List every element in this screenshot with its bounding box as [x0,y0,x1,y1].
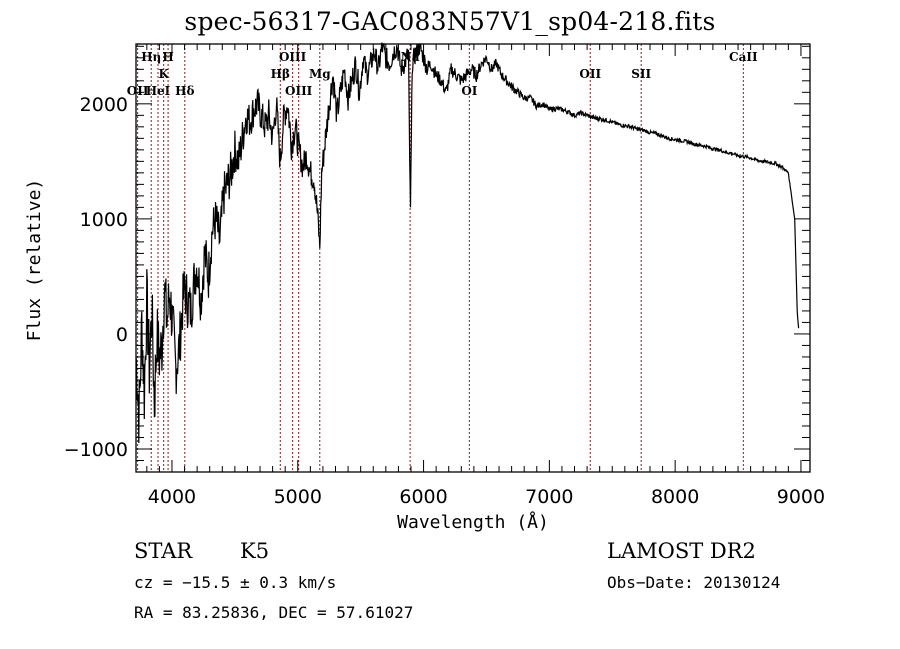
line-marker-label: HeI [146,84,171,98]
x-tick-label: 7000 [525,486,573,508]
x-tick-label: 9000 [777,486,825,508]
line-marker-label: OI [461,84,477,98]
axis-ticks [136,44,810,472]
spectrum-series [135,41,800,444]
obs-date: Obs−Date: 20130124 [607,573,781,592]
y-tick-label: 2000 [80,94,128,116]
x-tick-label: 5000 [274,486,322,508]
y-tick-label: −1000 [64,439,128,461]
line-marker-label: OIII [279,50,307,64]
line-marker-label: OII [579,67,601,81]
redshift-text: cz = −15.5 ± 0.3 km/s [134,573,337,592]
line-marker-label: SII [631,67,651,81]
y-tick-label: 1000 [80,209,128,231]
line-marker-label: Hη [141,50,161,64]
object-class-value: STAR [134,539,193,563]
y-tick-label: 0 [116,324,128,346]
line-marker-label: Mg [309,67,331,81]
plot-frame [135,43,811,473]
survey-name: LAMOST DR2 [607,539,756,563]
object-class: STAR [134,539,192,563]
line-marker-label: H [162,50,173,64]
line-marker-label: OIII [285,84,313,98]
line-marker-label: CaII [729,50,758,64]
x-axis-label: Wavelength (Å) [397,511,549,533]
y-axis-label: Flux (relative) [24,179,45,342]
x-tick-label: 8000 [651,486,699,508]
tick-labels: 4000 5000 6000 7000 8000 9000 −1000 0 1000 2000 [64,94,825,508]
x-tick-label: 4000 [148,486,196,508]
spectrum-line [135,41,800,444]
line-marker-label: OII [127,84,149,98]
line-marker-label: K [158,67,169,81]
chart-title: spec-56317-GAC083N57V1_sp04-218.fits [184,7,716,36]
line-marker-label: Hβ [271,67,290,81]
coords-text: RA = 83.25836, DEC = 57.61027 [134,603,414,622]
line-marker-label: Hδ [175,84,194,98]
x-tick-label: 6000 [399,486,447,508]
subclass: K5 [240,539,270,563]
